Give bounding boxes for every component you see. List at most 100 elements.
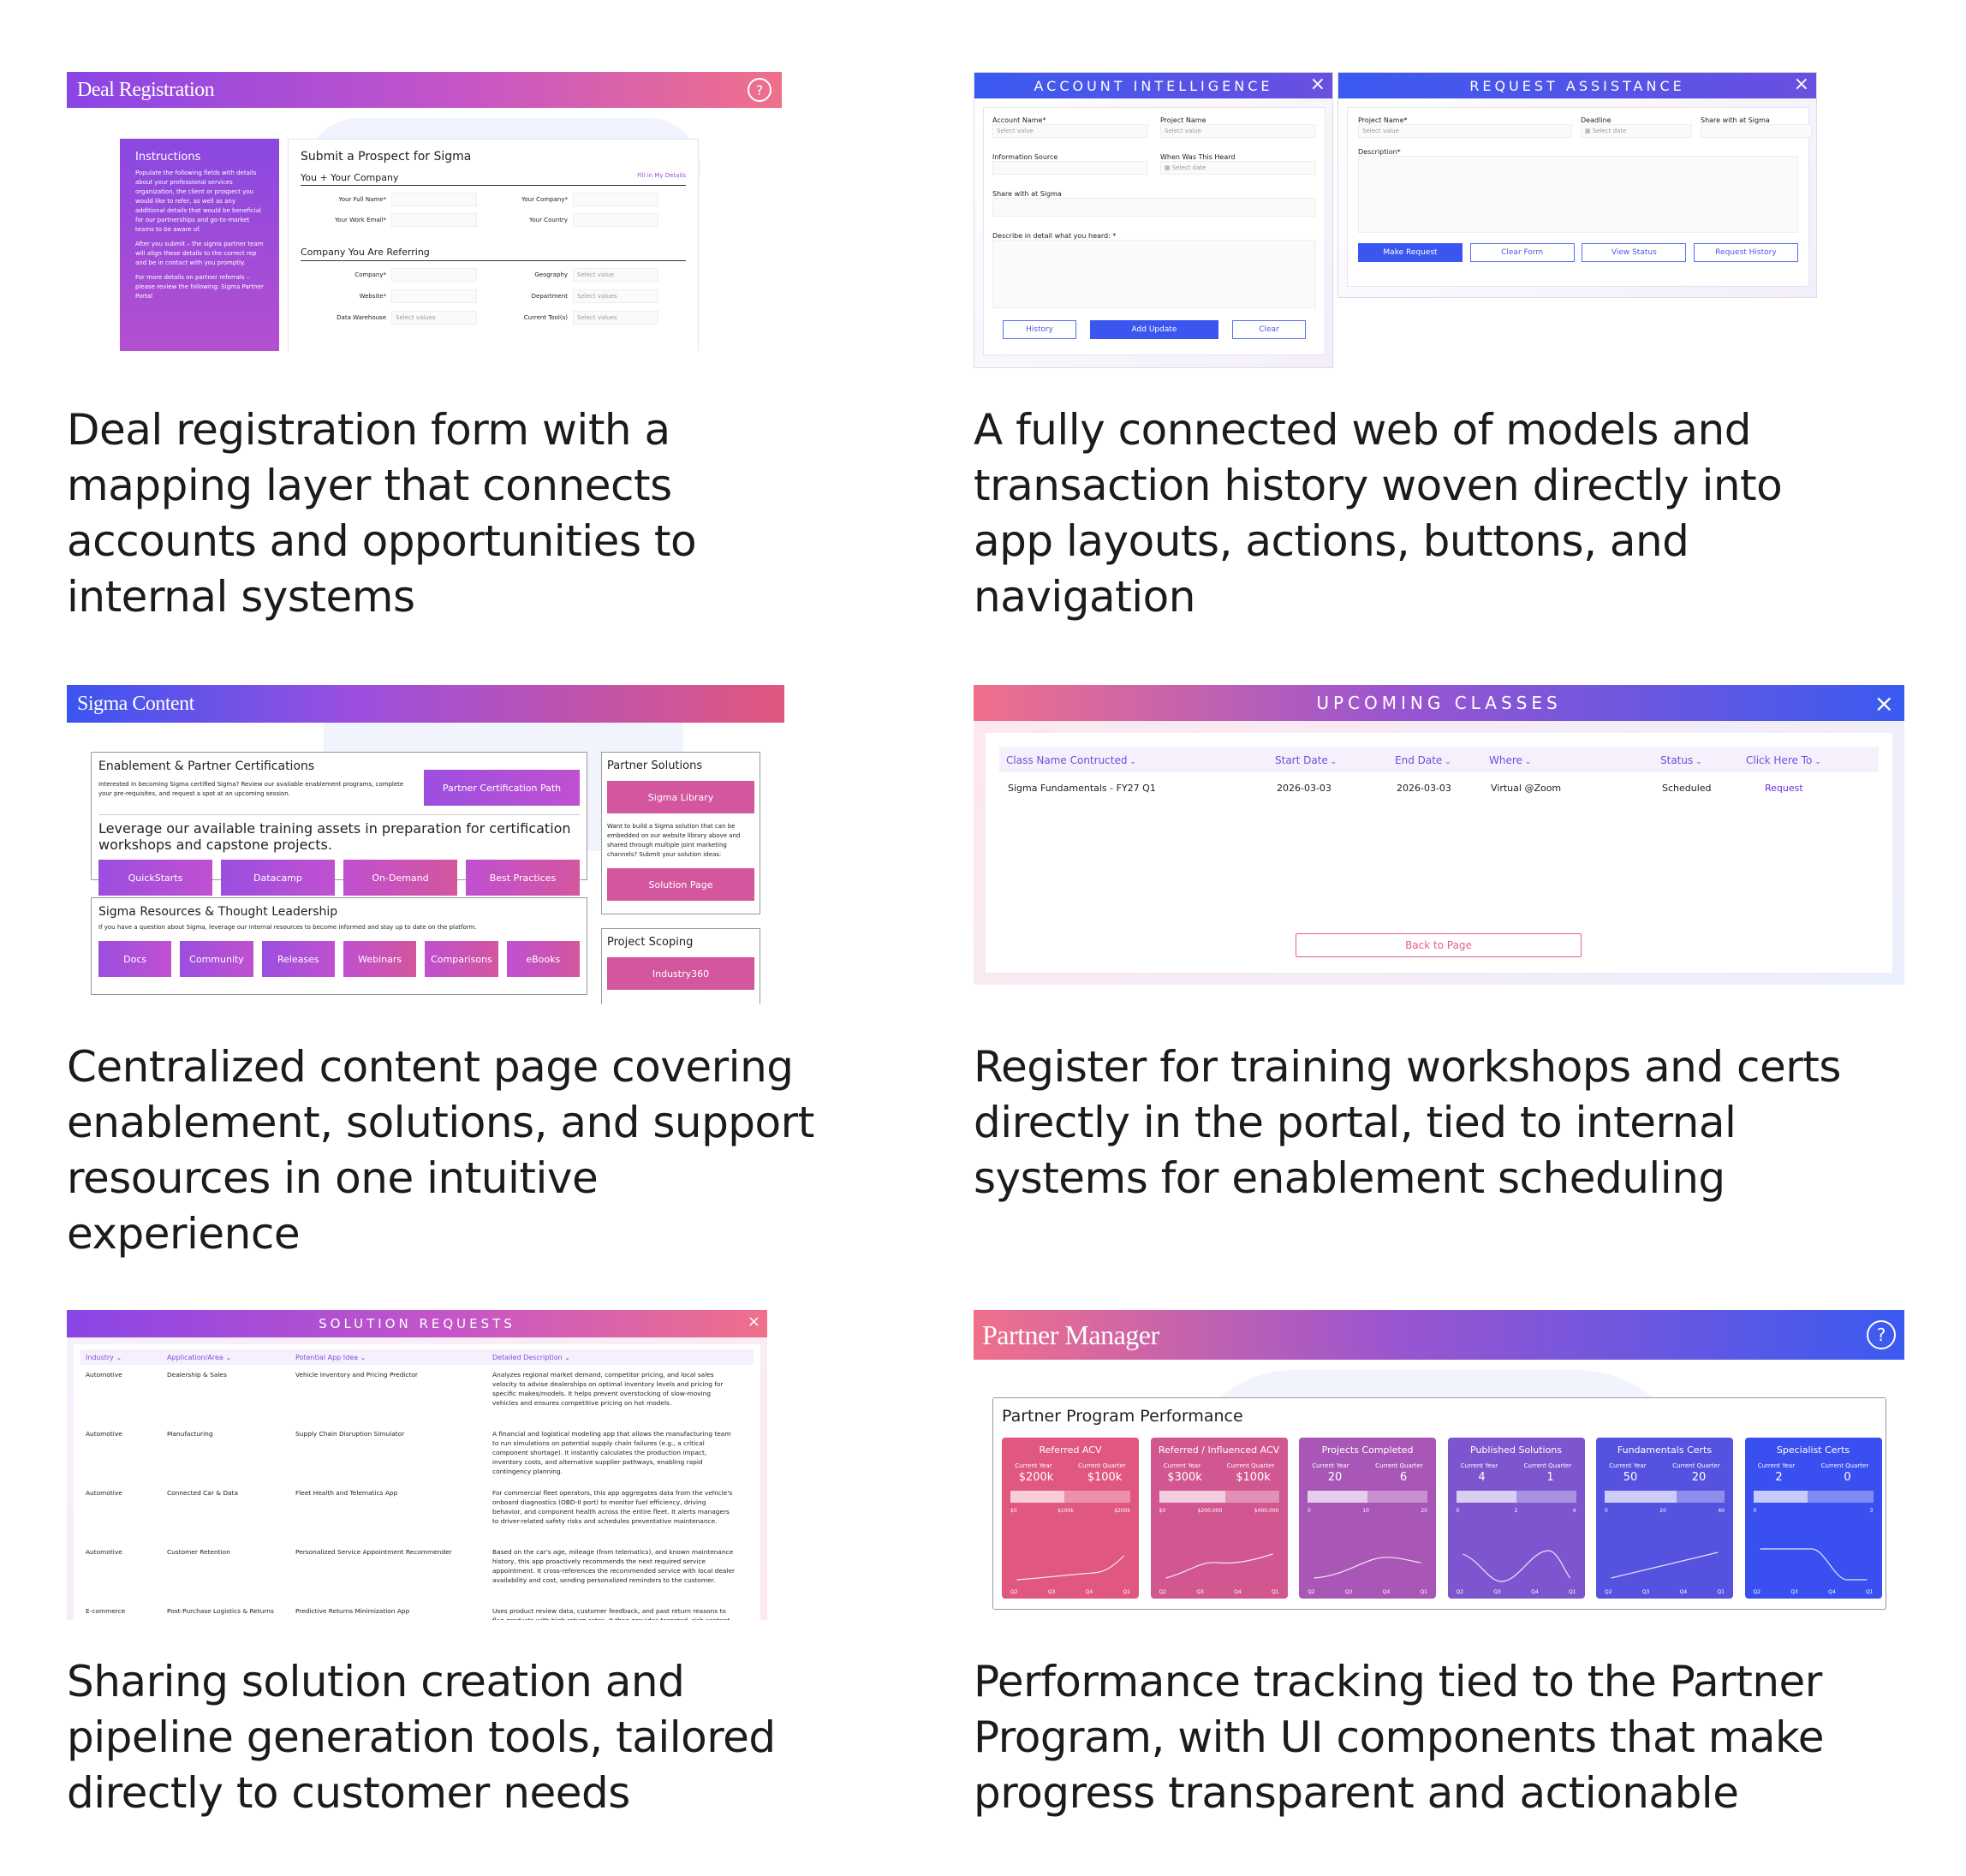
solution-page-button[interactable]: Solution Page: [607, 868, 754, 901]
metric-label: Current Quarter: [1523, 1462, 1572, 1469]
tick-label: 20: [1659, 1508, 1666, 1514]
clear-button[interactable]: Clear: [1232, 320, 1306, 339]
industry360-button[interactable]: Industry360: [607, 957, 754, 990]
progress-slider[interactable]: [1159, 1491, 1279, 1503]
resource-button[interactable]: Community: [180, 941, 253, 977]
metric-card[interactable]: Specialist Certs Current Year Current Quar…: [1744, 1438, 1882, 1599]
panel-text: If you have a question about Sigma, leve…: [98, 924, 477, 931]
metric-label: Current Quarter: [1078, 1462, 1126, 1469]
progress-slider[interactable]: [1308, 1491, 1427, 1503]
close-icon[interactable]: ×: [747, 1313, 760, 1331]
view-status-button[interactable]: View Status: [1582, 243, 1687, 262]
company-input[interactable]: [573, 193, 658, 206]
resource-button[interactable]: Releases: [261, 941, 335, 977]
history-button[interactable]: History: [1003, 320, 1076, 339]
training-button[interactable]: On-Demand: [343, 860, 457, 896]
metric-card[interactable]: Published Solutions Current Year Current Q…: [1447, 1438, 1585, 1599]
column-header[interactable]: Industry ⌄: [86, 1353, 122, 1361]
info-source-input[interactable]: [992, 161, 1148, 175]
resource-button[interactable]: Comparisons: [425, 941, 498, 977]
table-cell: Scheduled: [1662, 783, 1712, 794]
table-cell: Customer Retention: [167, 1548, 230, 1556]
column-header[interactable]: End Date ⌄: [1395, 754, 1451, 766]
tools-select[interactable]: Select values: [573, 311, 658, 325]
progress-slider[interactable]: [1605, 1491, 1725, 1503]
share-input[interactable]: [1701, 124, 1812, 138]
prospect-form: Submit a Prospect for Sigma You + Your C…: [288, 139, 699, 351]
column-header[interactable]: Application/Area ⌄: [167, 1353, 232, 1361]
metric-card[interactable]: Projects Completed Current Year Current Qu…: [1299, 1438, 1436, 1599]
metric-card[interactable]: Referred ACV Current Year Current Quarter $…: [1002, 1438, 1139, 1599]
training-button[interactable]: QuickStarts: [98, 860, 212, 896]
current-year-value: 2: [1775, 1471, 1783, 1484]
metric-label: Current Quarter: [1672, 1462, 1720, 1469]
help-icon[interactable]: ?: [1867, 1320, 1896, 1349]
progress-slider[interactable]: [1010, 1491, 1130, 1503]
full-name-input[interactable]: [391, 193, 477, 206]
column-header[interactable]: Class Name Contructed ⌄: [1006, 754, 1136, 766]
table-cell: Personalized Service Appointment Recomme…: [295, 1548, 452, 1556]
quarter-label: Q3: [1344, 1589, 1353, 1595]
section-title: Company You Are Referring: [301, 247, 430, 258]
project-name-select[interactable]: Select value: [1160, 124, 1316, 138]
progress-slider[interactable]: [1753, 1491, 1874, 1503]
column-header[interactable]: Where ⌄: [1489, 754, 1532, 766]
fill-details-link[interactable]: Fill in My Details: [637, 172, 686, 179]
request-link[interactable]: Request: [1765, 783, 1803, 794]
resource-button[interactable]: eBooks: [506, 941, 580, 977]
date-select[interactable]: ▦ Select date: [1160, 161, 1316, 175]
metric-title: Fundamentals Certs: [1617, 1444, 1713, 1456]
geography-select[interactable]: Select value: [573, 268, 658, 282]
dialog-title: SOLUTION REQUESTS: [319, 1316, 515, 1331]
column-header[interactable]: Potential App Idea ⌄: [295, 1353, 366, 1361]
progress-slider[interactable]: [1456, 1491, 1576, 1503]
metric-card[interactable]: Referred / Influenced ACV Current Year Cur…: [1150, 1438, 1288, 1599]
table-cell: Supply Chain Disruption Simulator: [295, 1430, 405, 1438]
certification-path-button[interactable]: Partner Certification Path: [424, 770, 580, 806]
request-history-button[interactable]: Request History: [1693, 243, 1798, 262]
department-select[interactable]: Select values: [573, 289, 658, 303]
current-year-value: 20: [1327, 1471, 1343, 1484]
table-cell: Automotive: [86, 1430, 122, 1438]
field-label: Your Work Email*: [334, 217, 386, 223]
close-icon[interactable]: ×: [1309, 74, 1326, 95]
resource-button[interactable]: Webinars: [343, 941, 417, 977]
website-input[interactable]: [391, 289, 477, 303]
training-button[interactable]: Datacamp: [221, 860, 335, 896]
describe-textarea[interactable]: [992, 240, 1316, 308]
table-cell: Sigma Fundamentals - FY27 Q1: [1008, 783, 1156, 794]
sigma-library-button[interactable]: Sigma Library: [607, 781, 754, 813]
make-request-button[interactable]: Make Request: [1358, 243, 1463, 262]
warehouse-select[interactable]: Select values: [391, 311, 477, 325]
column-header[interactable]: Start Date ⌄: [1275, 754, 1337, 766]
country-input[interactable]: [573, 213, 658, 227]
help-icon[interactable]: ?: [748, 78, 772, 102]
resource-button[interactable]: Docs: [98, 941, 172, 977]
training-button[interactable]: Best Practices: [466, 860, 580, 896]
close-icon[interactable]: ×: [1874, 689, 1894, 718]
work-email-input[interactable]: [391, 213, 477, 227]
back-to-page-button[interactable]: Back to Page: [1296, 933, 1582, 957]
caption-4: Register for training workshops and cert…: [974, 1042, 1841, 1203]
add-update-button[interactable]: Add Update: [1090, 320, 1218, 339]
project-name-select[interactable]: Select value: [1358, 124, 1572, 138]
panel-title: Sigma Resources & Thought Leadership: [98, 905, 338, 919]
column-header[interactable]: Detailed Description ⌄: [492, 1353, 570, 1361]
metric-card[interactable]: Fundamentals Certs Current Year Current Qu…: [1596, 1438, 1733, 1599]
quarter-label: Q3: [1047, 1589, 1056, 1595]
close-icon[interactable]: ×: [1793, 74, 1809, 95]
upcoming-classes-screenshot: UPCOMING CLASSES × Class Name Contructed…: [974, 685, 1904, 985]
panel-text: Want to build a Sigma solution that can …: [607, 823, 741, 858]
share-input[interactable]: [992, 198, 1316, 217]
metric-label: Current Year: [1460, 1462, 1498, 1469]
tick-label: 20: [1421, 1508, 1427, 1514]
description-textarea[interactable]: [1358, 156, 1798, 233]
field-label: Your Country: [529, 217, 568, 223]
account-name-select[interactable]: Select value: [992, 124, 1148, 138]
column-header[interactable]: Click Here To ⌄: [1746, 754, 1821, 766]
deadline-select[interactable]: ▦ Select date: [1581, 124, 1692, 138]
quarter-label: Q3: [1196, 1589, 1204, 1595]
column-header[interactable]: Status ⌄: [1660, 754, 1702, 766]
clear-form-button[interactable]: Clear Form: [1469, 243, 1575, 262]
ref-company-input[interactable]: [391, 268, 477, 282]
